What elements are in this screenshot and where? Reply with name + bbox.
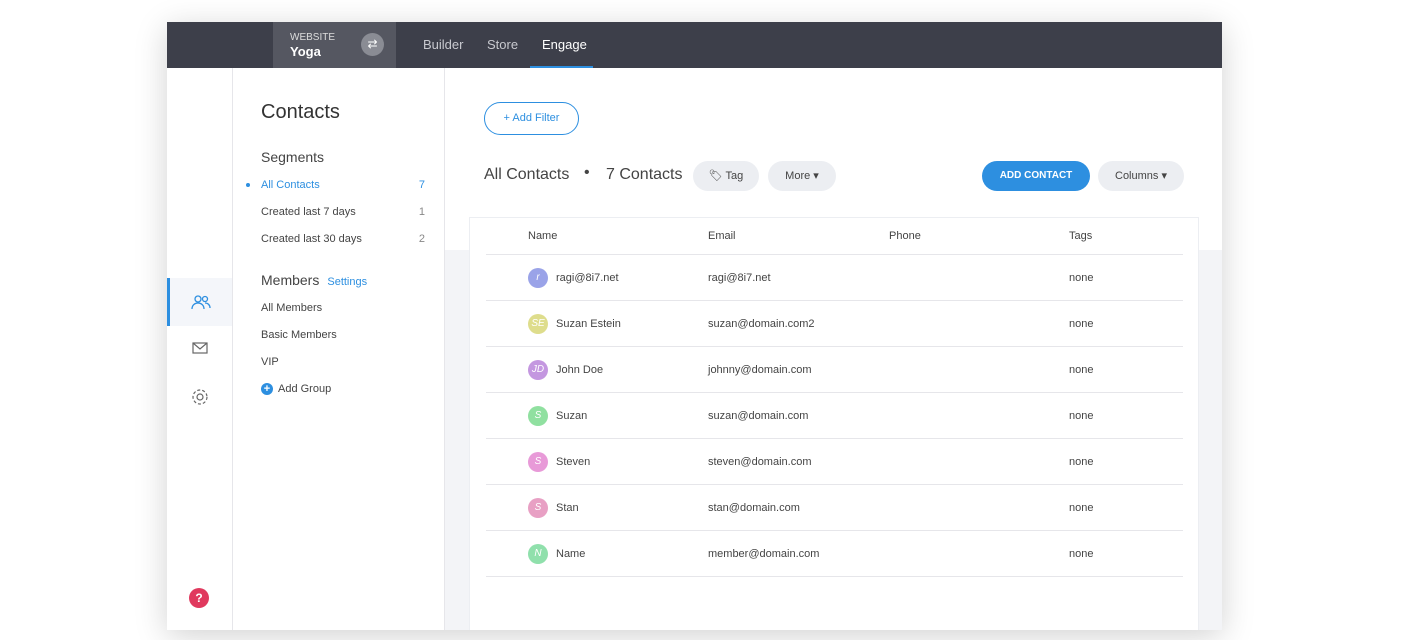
contact-name[interactable]: Name xyxy=(556,548,586,560)
table-row[interactable]: SE Suzan Estein suzan@domain.com2 none xyxy=(486,301,1183,347)
tag-icon: 🏷︎ xyxy=(708,170,723,182)
contact-email: johnny@domain.com xyxy=(708,364,812,376)
plus-icon: + xyxy=(261,383,273,395)
settings-link[interactable]: Settings xyxy=(327,276,368,288)
contact-email: stan@domain.com xyxy=(708,502,800,514)
website-name: Yoga xyxy=(290,44,321,59)
website-switcher[interactable]: WEBSITE Yoga ⇄ xyxy=(273,22,396,68)
table-row[interactable]: JD John Doe johnny@domain.com none xyxy=(486,347,1183,393)
segment-all-contacts[interactable]: All Contacts 7 xyxy=(246,179,425,191)
nav-engage[interactable]: Engage xyxy=(530,22,593,68)
app-window: WEBSITE Yoga ⇄ Builder Store Engage ? Co… xyxy=(167,22,1222,630)
contact-name[interactable]: Suzan Estein xyxy=(556,318,621,330)
segment-label: Created last 7 days xyxy=(261,206,356,218)
contact-email: suzan@domain.com2 xyxy=(708,318,815,330)
add-filter-button[interactable]: + Add Filter xyxy=(484,102,579,135)
segment-label: All Contacts xyxy=(261,179,320,191)
more-button[interactable]: More ▾ xyxy=(768,161,836,191)
main-content: + Add Filter All Contacts • 7 Contacts 🏷… xyxy=(445,68,1222,630)
list-heading: All Contacts xyxy=(484,166,570,183)
contact-tags: none xyxy=(1069,502,1094,514)
add-group-label: Add Group xyxy=(278,383,332,395)
add-contact-button[interactable]: ADD CONTACT xyxy=(982,161,1090,191)
table-row[interactable]: S Steven steven@domain.com none xyxy=(486,439,1183,485)
website-label: WEBSITE xyxy=(290,32,336,43)
contact-name[interactable]: ragi@8i7.net xyxy=(556,272,619,284)
contact-name[interactable]: Steven xyxy=(556,456,591,468)
swap-icon[interactable]: ⇄ xyxy=(361,33,384,56)
contact-tags: none xyxy=(1069,456,1094,468)
sidebar-title: Contacts xyxy=(261,101,340,123)
table-row[interactable]: N Name member@domain.com none xyxy=(486,531,1183,577)
segment-last-7-days[interactable]: Created last 7 days 1 xyxy=(261,206,425,218)
icon-rail: ? xyxy=(167,68,233,630)
nav-builder[interactable]: Builder xyxy=(423,37,464,52)
avatar: S xyxy=(528,452,548,472)
column-email[interactable]: Email xyxy=(708,230,736,242)
columns-label: Columns xyxy=(1115,170,1159,182)
group-all-members[interactable]: All Members xyxy=(261,302,323,314)
table-row[interactable]: S Suzan suzan@domain.com none xyxy=(486,393,1183,439)
add-filter-label: Add Filter xyxy=(512,112,560,124)
avatar: r xyxy=(528,268,548,288)
avatar: SE xyxy=(528,314,548,334)
contacts-sidebar: Contacts Segments All Contacts 7 Created … xyxy=(233,68,445,630)
caret-down-icon: ▾ xyxy=(813,170,819,182)
caret-down-icon: ▾ xyxy=(1161,170,1167,182)
tag-button[interactable]: 🏷︎ Tag xyxy=(693,161,759,191)
column-tags[interactable]: Tags xyxy=(1069,230,1093,242)
segment-count: 7 xyxy=(418,179,425,191)
table-header: Name Email Phone Tags xyxy=(486,218,1183,255)
more-label: More xyxy=(785,170,811,182)
avatar: N xyxy=(528,544,548,564)
contact-tags: none xyxy=(1069,548,1094,560)
avatar: S xyxy=(528,498,548,518)
top-bar: WEBSITE Yoga ⇄ Builder Store Engage xyxy=(167,22,1222,68)
nav-store[interactable]: Store xyxy=(487,37,519,52)
contact-email: suzan@domain.com xyxy=(708,410,809,422)
contact-email: ragi@8i7.net xyxy=(708,272,771,284)
contact-tags: none xyxy=(1069,364,1094,376)
mail-icon[interactable] xyxy=(167,324,232,372)
segment-count: 2 xyxy=(418,233,425,245)
contact-count: 7 Contacts xyxy=(606,166,683,183)
members-label: Members xyxy=(261,272,320,288)
contact-tags: none xyxy=(1069,410,1094,422)
contact-tags: none xyxy=(1069,272,1094,284)
contact-email: steven@domain.com xyxy=(708,456,812,468)
separator-dot: • xyxy=(584,164,590,181)
gear-icon[interactable] xyxy=(167,373,232,421)
segment-last-30-days[interactable]: Created last 30 days 2 xyxy=(261,233,425,245)
columns-button[interactable]: Columns ▾ xyxy=(1098,161,1184,191)
segments-heading: Segments xyxy=(261,149,325,165)
tag-label: Tag xyxy=(725,170,744,182)
group-vip[interactable]: VIP xyxy=(261,356,279,368)
contact-name[interactable]: John Doe xyxy=(556,364,604,376)
avatar: S xyxy=(528,406,548,426)
help-button[interactable]: ? xyxy=(189,588,209,608)
contact-email: member@domain.com xyxy=(708,548,820,560)
column-phone[interactable]: Phone xyxy=(889,230,921,242)
members-heading: Members Settings xyxy=(261,272,367,288)
add-group-button[interactable]: + Add Group xyxy=(261,383,425,395)
table-row[interactable]: r ragi@8i7.net ragi@8i7.net none xyxy=(486,255,1183,301)
contact-tags: none xyxy=(1069,318,1094,330)
avatar: JD xyxy=(528,360,548,380)
segment-count: 1 xyxy=(418,206,425,218)
column-name[interactable]: Name xyxy=(528,230,558,242)
segment-label: Created last 30 days xyxy=(261,233,362,245)
table-row[interactable]: S Stan stan@domain.com none xyxy=(486,485,1183,531)
contact-name[interactable]: Stan xyxy=(556,502,579,514)
contact-name[interactable]: Suzan xyxy=(556,410,588,422)
contacts-table: Name Email Phone Tags r ragi@8i7.net rag… xyxy=(469,217,1199,630)
group-basic-members[interactable]: Basic Members xyxy=(261,329,337,341)
contacts-icon[interactable] xyxy=(167,278,232,326)
